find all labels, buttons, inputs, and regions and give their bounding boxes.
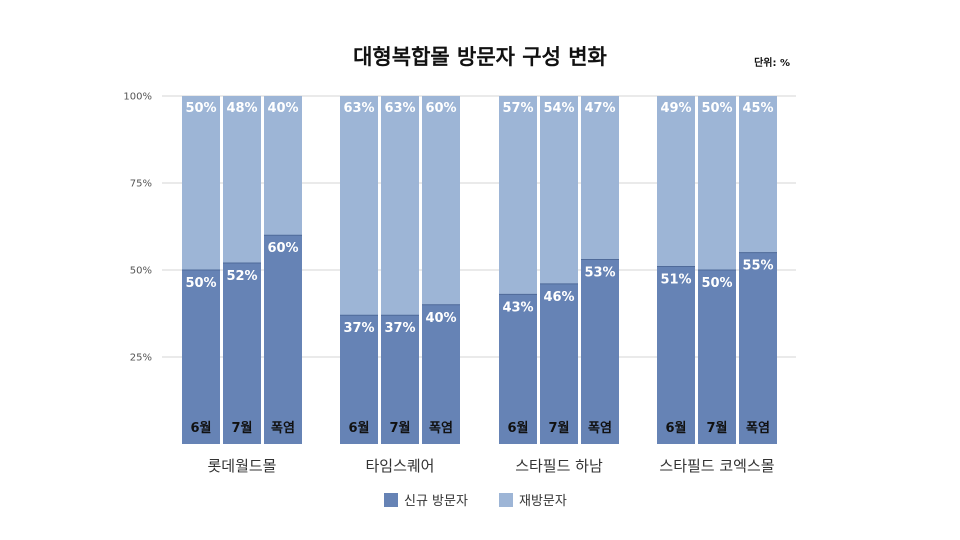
bar-segment-revisitor	[581, 96, 619, 260]
bar-category-label: 6월	[190, 420, 211, 436]
y-tick-label: 75%	[130, 179, 152, 190]
bar-segment-new-visitor	[264, 235, 302, 444]
group-label: 타임스퀘어	[365, 457, 434, 475]
bar-segment-revisitor	[698, 96, 736, 270]
bar-segment-revisitor	[422, 96, 460, 305]
bar-category-label: 6월	[348, 420, 369, 436]
data-label-new-visitor: 43%	[502, 300, 533, 315]
data-label-revisitor: 63%	[343, 101, 374, 116]
bar-segment-new-visitor	[698, 270, 736, 444]
bars: 50%50%6월48%52%7월40%60%폭염롯데월드몰63%37%6월63%…	[182, 96, 777, 475]
y-tick-label: 50%	[130, 266, 152, 277]
bar-segment-new-visitor	[381, 315, 419, 444]
data-label-revisitor: 54%	[543, 101, 574, 116]
bar-category-label: 폭염	[746, 420, 770, 436]
legend-item: 신규 방문자	[384, 493, 468, 509]
bar-segment-revisitor	[340, 96, 378, 316]
bar-category-label: 7월	[231, 420, 252, 436]
bar-segment-revisitor	[381, 96, 419, 316]
bar-segment-new-visitor	[223, 263, 261, 444]
bar-segment-revisitor	[499, 96, 537, 295]
legend-swatch	[499, 493, 513, 507]
data-label-revisitor: 57%	[502, 101, 533, 116]
bar-category-label: 7월	[706, 420, 727, 436]
data-label-new-visitor: 50%	[185, 276, 216, 291]
bar-category-label: 폭염	[429, 420, 453, 436]
group-label: 스타필드 하남	[515, 457, 603, 475]
data-label-new-visitor: 53%	[584, 266, 615, 281]
legend-label: 재방문자	[519, 494, 567, 509]
bar-segment-revisitor	[540, 96, 578, 284]
bar-category-label: 폭염	[588, 420, 612, 436]
bar-segment-new-visitor	[739, 252, 777, 444]
unit-note: 단위: %	[754, 56, 790, 69]
data-label-revisitor: 63%	[384, 101, 415, 116]
data-label-revisitor: 50%	[701, 101, 732, 116]
bar-segment-new-visitor	[540, 283, 578, 444]
data-label-new-visitor: 60%	[267, 241, 298, 256]
bar-category-label: 7월	[548, 420, 569, 436]
bar-segment-new-visitor	[499, 294, 537, 444]
legend-label: 신규 방문자	[404, 494, 468, 509]
bar-segment-new-visitor	[182, 270, 220, 444]
bar-category-label: 7월	[389, 420, 410, 436]
chart-title: 대형복합몰 방문자 구성 변화	[353, 45, 607, 69]
data-label-revisitor: 47%	[584, 101, 615, 116]
bar-segment-revisitor	[739, 96, 777, 253]
legend-swatch	[384, 493, 398, 507]
bar-category-label: 6월	[507, 420, 528, 436]
group-label: 롯데월드몰	[207, 457, 276, 475]
y-tick-label: 100%	[123, 92, 152, 103]
data-label-new-visitor: 46%	[543, 290, 574, 305]
bar-segment-new-visitor	[340, 315, 378, 444]
legend-item: 재방문자	[499, 493, 567, 509]
data-label-revisitor: 50%	[185, 101, 216, 116]
data-label-new-visitor: 51%	[660, 273, 691, 288]
data-label-new-visitor: 50%	[701, 276, 732, 291]
bar-segment-new-visitor	[422, 304, 460, 444]
data-label-new-visitor: 37%	[384, 321, 415, 336]
bar-segment-revisitor	[223, 96, 261, 264]
group-label: 스타필드 코엑스몰	[659, 457, 774, 475]
data-label-revisitor: 60%	[425, 101, 456, 116]
data-label-revisitor: 40%	[267, 101, 298, 116]
bar-segment-revisitor	[264, 96, 302, 236]
bar-segment-revisitor	[182, 96, 220, 270]
bar-segment-new-visitor	[657, 266, 695, 444]
bar-category-label: 6월	[665, 420, 686, 436]
data-label-revisitor: 49%	[660, 101, 691, 116]
bar-category-label: 폭염	[271, 420, 295, 436]
data-label-new-visitor: 55%	[742, 259, 773, 274]
y-axis-ticks: 100% 75% 50% 25%	[123, 92, 152, 364]
legend: 신규 방문자 재방문자	[384, 493, 567, 509]
bar-segment-new-visitor	[581, 259, 619, 444]
bar-segment-revisitor	[657, 96, 695, 267]
data-label-new-visitor: 52%	[226, 269, 257, 284]
data-label-new-visitor: 40%	[425, 311, 456, 326]
data-label-revisitor: 48%	[226, 101, 257, 116]
data-label-revisitor: 45%	[742, 101, 773, 116]
y-tick-label: 25%	[130, 353, 152, 364]
data-label-new-visitor: 37%	[343, 321, 374, 336]
